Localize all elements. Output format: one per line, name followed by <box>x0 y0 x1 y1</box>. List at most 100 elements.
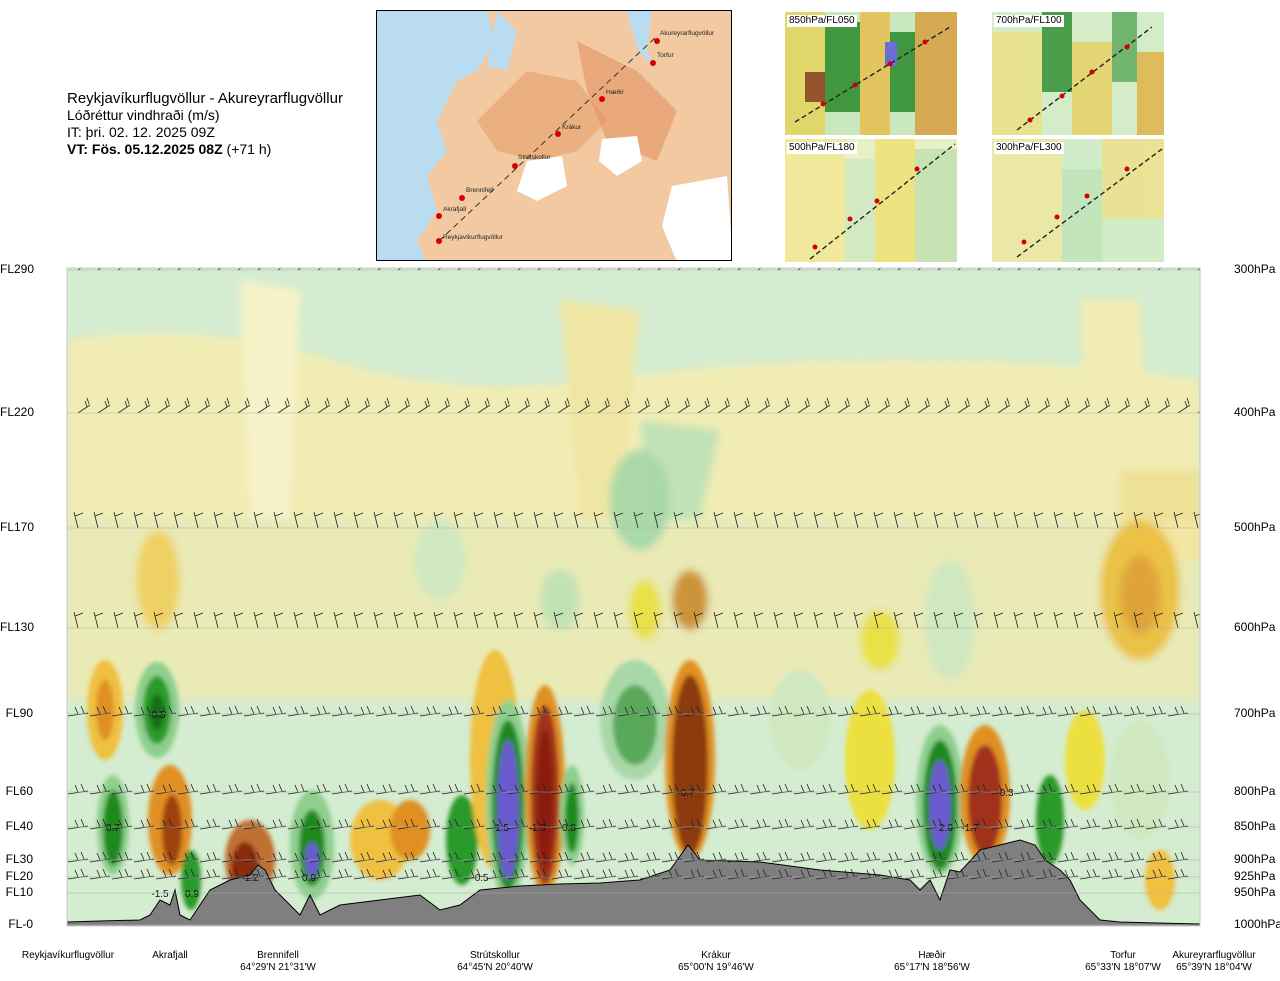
wind-barb <box>113 611 124 629</box>
wind-barb <box>717 397 731 414</box>
wind-barb <box>89 818 111 830</box>
wind-barb <box>637 268 642 271</box>
wind-barb <box>137 268 142 271</box>
wind-barb <box>553 511 564 529</box>
wind-barb <box>529 818 551 830</box>
wind-barb <box>97 268 102 271</box>
wind-barb <box>1097 397 1111 414</box>
wind-barb <box>317 397 331 414</box>
wind-barb <box>705 868 727 880</box>
map-label-haedir: Hæðir <box>606 88 625 96</box>
wind-barb <box>473 611 484 629</box>
wind-barb <box>537 268 542 271</box>
wind-barb <box>737 397 751 414</box>
wind-barb <box>873 511 884 529</box>
wind-barb <box>551 705 573 717</box>
wind-barb <box>573 851 595 863</box>
wind-barb <box>153 511 164 529</box>
wind-barb <box>1073 511 1084 529</box>
wind-barb <box>331 705 353 717</box>
wind-barb <box>1133 511 1144 529</box>
wind-barb <box>463 705 485 717</box>
wind-barb <box>617 783 639 795</box>
wind-barb <box>157 268 162 271</box>
wind-barb <box>749 851 771 863</box>
wind-barb <box>653 611 664 629</box>
wind-barb <box>1193 511 1200 529</box>
wind-barb <box>67 818 89 830</box>
wind-barb <box>1035 868 1057 880</box>
wind-barb <box>1117 268 1122 271</box>
wind-barb <box>551 818 573 830</box>
location-coord: 65°00'N 19°46'W <box>678 962 754 973</box>
value-annotation: 0.9 <box>185 889 199 900</box>
wind-barb <box>925 868 947 880</box>
wind-barb <box>157 397 171 414</box>
wind-barb <box>199 818 221 830</box>
mini-map-300hpa-canvas <box>992 139 1164 262</box>
wind-barb <box>661 868 683 880</box>
wind-barb <box>833 511 844 529</box>
wind-barb <box>657 397 671 414</box>
wind-barb <box>441 868 463 880</box>
wind-barb <box>573 705 595 717</box>
wind-barb <box>441 851 463 863</box>
wind-barb <box>793 868 815 880</box>
location-label: Krákur 65°00'N 19°46'W <box>666 950 766 974</box>
wind-barb <box>733 511 744 529</box>
wind-barb <box>397 268 402 271</box>
wind-barb <box>991 818 1013 830</box>
mini-map-500hpa-canvas <box>785 139 957 262</box>
wind-barb <box>485 868 507 880</box>
wind-barb <box>111 783 133 795</box>
wind-barb <box>287 851 309 863</box>
wind-barb <box>313 611 324 629</box>
wind-barb <box>577 268 582 271</box>
wind-barb <box>993 511 1004 529</box>
fl-tick-label: FL130 <box>0 620 35 634</box>
wind-barb <box>749 705 771 717</box>
wind-barb <box>287 783 309 795</box>
wind-barb <box>111 705 133 717</box>
wind-barb <box>1053 511 1064 529</box>
wind-barb <box>441 705 463 717</box>
hpa-tick-label: 600hPa <box>1234 620 1276 634</box>
wind-barb <box>837 705 859 717</box>
wind-barb <box>419 705 441 717</box>
wind-barb <box>333 611 344 629</box>
wind-barb <box>813 511 824 529</box>
wind-barb <box>357 268 362 271</box>
wind-barb <box>233 611 244 629</box>
value-annotation: -1.2 <box>241 873 259 884</box>
wind-barb <box>683 818 705 830</box>
wind-barb <box>273 611 284 629</box>
wind-barb <box>221 783 243 795</box>
wind-barb <box>199 783 221 795</box>
wind-barb <box>693 611 704 629</box>
wind-barb <box>1057 818 1079 830</box>
wind-barb <box>573 868 595 880</box>
wind-barb <box>1167 868 1189 880</box>
wind-barb <box>1167 818 1189 830</box>
valid-time: VT: Fös. 05.12.2025 08Z (+71 h) <box>67 141 343 158</box>
wind-barb <box>705 818 727 830</box>
wind-barb <box>653 511 664 529</box>
wind-barb <box>1145 783 1167 795</box>
wind-barb <box>859 705 881 717</box>
wind-barb <box>485 818 507 830</box>
wind-barb <box>233 511 244 529</box>
wind-barb <box>1035 818 1057 830</box>
hpa-tick-label: 925hPa <box>1234 869 1276 883</box>
wind-barb <box>529 783 551 795</box>
wind-barb <box>199 705 221 717</box>
wind-barb <box>199 868 221 880</box>
wind-barb <box>433 611 444 629</box>
wind-barb <box>1093 611 1104 629</box>
wind-barb <box>97 397 111 414</box>
wind-barb <box>853 511 864 529</box>
mini-map-850hpa-label: 850hPa/FL050 <box>787 15 857 27</box>
wind-barb <box>437 397 451 414</box>
wind-barb <box>397 851 419 863</box>
wind-barb <box>89 851 111 863</box>
wind-barb <box>597 268 602 271</box>
